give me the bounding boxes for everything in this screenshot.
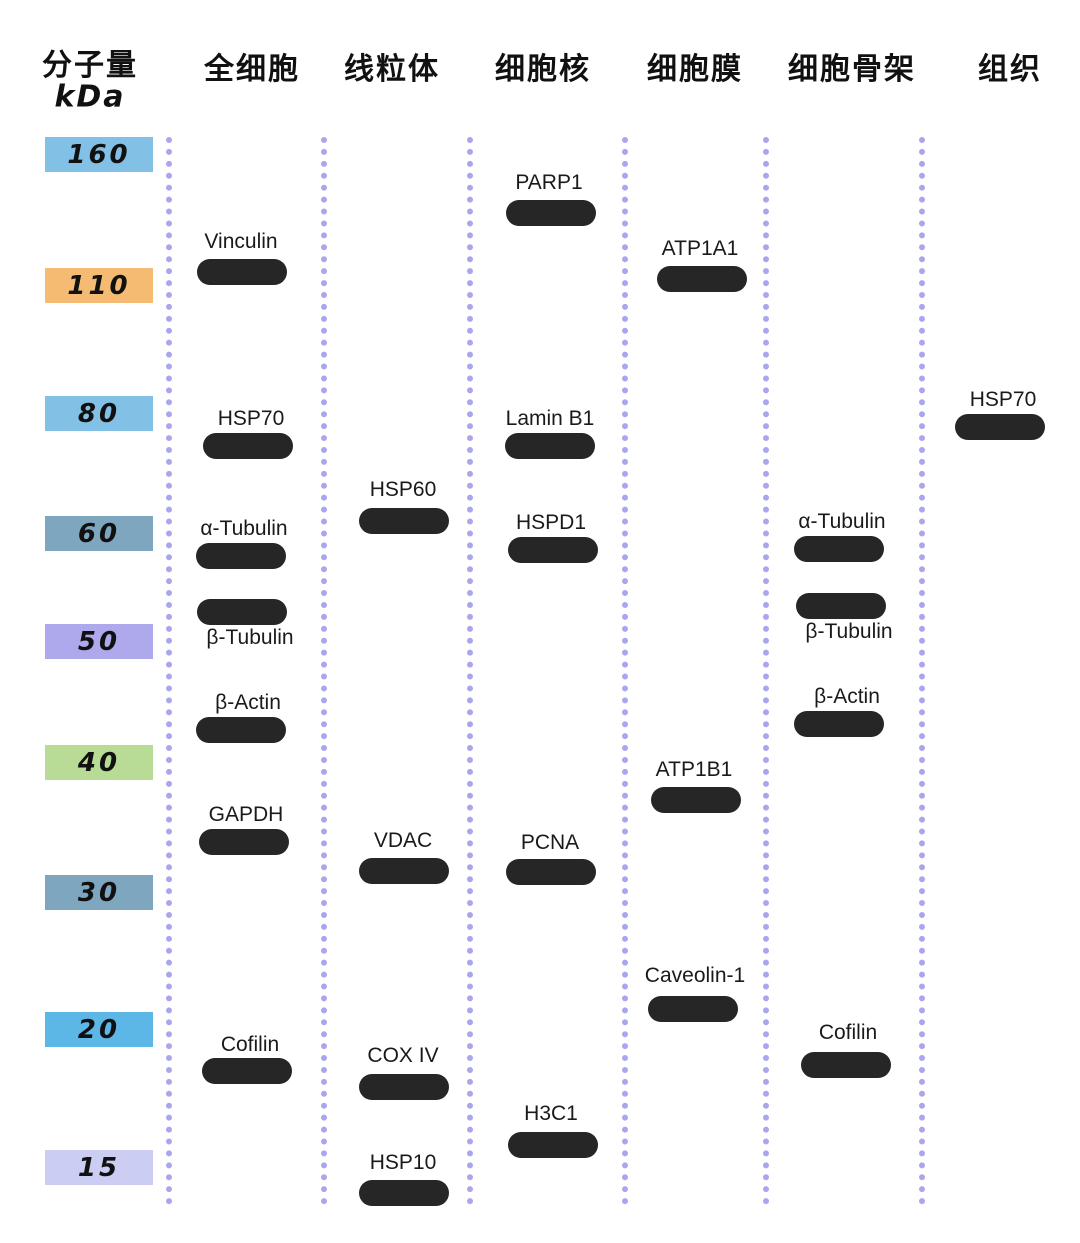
marker-30: 30 (45, 875, 153, 910)
lane-divider (622, 137, 628, 1205)
protein-band (648, 996, 738, 1022)
protein-band (359, 1074, 449, 1100)
protein-band (505, 433, 595, 459)
lane-divider (321, 137, 327, 1205)
protein-band (651, 787, 741, 813)
column-header: 全细胞 (204, 52, 300, 87)
protein-band (359, 1180, 449, 1206)
protein-band (197, 259, 287, 285)
lane-divider (763, 137, 769, 1205)
protein-label: HSP10 (369, 1151, 437, 1174)
marker-15: 15 (45, 1150, 153, 1185)
protein-label: β-Tubulin (805, 620, 893, 643)
protein-label: Cofilin (220, 1033, 280, 1056)
column-header: 细胞核 (495, 52, 591, 87)
protein-label: HSPD1 (515, 511, 587, 534)
protein-label: Lamin B1 (505, 407, 595, 430)
protein-band (657, 266, 747, 292)
protein-label: HSP60 (369, 478, 437, 501)
protein-label: GAPDH (208, 803, 284, 826)
marker-50: 50 (45, 624, 153, 659)
protein-label: ATP1B1 (655, 758, 733, 781)
protein-label: PCNA (520, 831, 580, 854)
protein-label: COX IV (367, 1044, 439, 1067)
protein-label: Vinculin (204, 230, 278, 253)
protein-label: β-Tubulin (206, 626, 294, 649)
marker-20: 20 (45, 1012, 153, 1047)
protein-band (794, 536, 884, 562)
protein-band (508, 537, 598, 563)
protein-band (359, 508, 449, 534)
protein-band (199, 829, 289, 855)
protein-band (955, 414, 1045, 440)
protein-band (196, 717, 286, 743)
protein-band (508, 1132, 598, 1158)
column-header: 组织 (978, 52, 1042, 87)
protein-band (202, 1058, 292, 1084)
protein-band (794, 711, 884, 737)
lane-divider (467, 137, 473, 1205)
lane-divider (166, 137, 172, 1205)
column-header: 线粒体 (344, 52, 440, 87)
protein-label: HSP70 (969, 388, 1037, 411)
marker-40: 40 (45, 745, 153, 780)
column-header: 细胞膜 (647, 52, 743, 87)
protein-label: Caveolin-1 (644, 964, 746, 987)
column-header: 细胞骨架 (788, 52, 916, 87)
protein-band (196, 543, 286, 569)
protein-band (359, 858, 449, 884)
mw-unit: kDa (54, 79, 126, 115)
protein-band (506, 859, 596, 885)
protein-label: H3C1 (524, 1102, 578, 1125)
protein-label: Cofilin (818, 1021, 878, 1044)
marker-80: 80 (45, 396, 153, 431)
protein-band (796, 593, 886, 619)
protein-band (506, 200, 596, 226)
protein-label: β-Actin (814, 685, 880, 708)
protein-label: α-Tubulin (798, 510, 886, 533)
lane-divider (919, 137, 925, 1205)
marker-110: 110 (45, 268, 153, 303)
protein-band (203, 433, 293, 459)
marker-60: 60 (45, 516, 153, 551)
protein-band (801, 1052, 891, 1078)
protein-label: α-Tubulin (200, 517, 288, 540)
protein-label: β-Actin (215, 691, 281, 714)
protein-label: VDAC (373, 829, 433, 852)
protein-band (197, 599, 287, 625)
mw-title: 分子量 (42, 48, 138, 83)
marker-160: 160 (45, 137, 153, 172)
protein-label: HSP70 (217, 407, 285, 430)
protein-label: ATP1A1 (661, 237, 739, 260)
protein-label: PARP1 (515, 171, 583, 194)
